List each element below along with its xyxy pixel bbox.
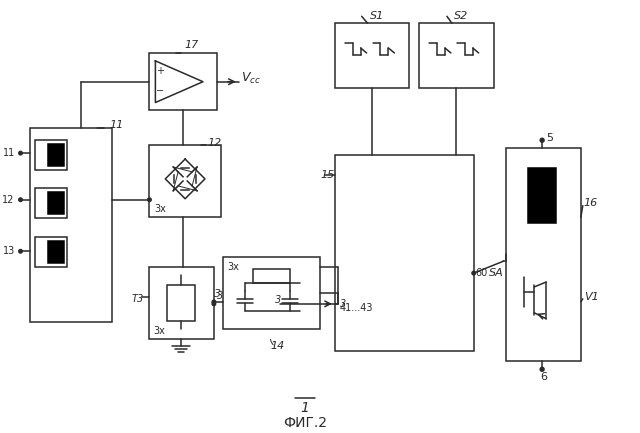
Text: 3: 3	[214, 289, 221, 299]
Circle shape	[540, 367, 544, 371]
Text: 41...43: 41...43	[340, 303, 373, 313]
Circle shape	[148, 198, 151, 201]
Text: S1: S1	[369, 11, 384, 21]
Text: 14: 14	[271, 342, 285, 352]
Bar	[335, 23, 409, 87]
Text: 11: 11	[3, 148, 15, 158]
Text: 3x: 3x	[228, 262, 239, 272]
Bar	[223, 257, 320, 329]
Text: 6: 6	[541, 372, 548, 382]
Text: 3: 3	[340, 299, 346, 309]
Bar	[335, 155, 474, 352]
Text: 5: 5	[546, 133, 553, 143]
Circle shape	[212, 302, 216, 306]
Bar	[35, 237, 67, 267]
Bar	[506, 148, 581, 362]
Bar	[149, 145, 221, 216]
Bar	[149, 53, 217, 110]
Circle shape	[212, 300, 216, 304]
Bar	[419, 23, 493, 87]
Bar	[149, 267, 214, 339]
Polygon shape	[156, 61, 203, 103]
Text: 12: 12	[3, 195, 15, 205]
Circle shape	[19, 151, 22, 155]
Text: +: +	[156, 66, 164, 76]
Text: 3x: 3x	[154, 326, 165, 336]
Bar	[48, 144, 64, 166]
Bar	[528, 168, 556, 223]
Text: 1: 1	[301, 401, 310, 415]
Text: V1: V1	[584, 292, 598, 302]
Text: 3: 3	[217, 291, 223, 301]
Text: SA: SA	[488, 268, 503, 278]
Bar	[167, 285, 195, 321]
Text: $V_{cc}$: $V_{cc}$	[241, 71, 260, 86]
Text: 17: 17	[184, 40, 198, 50]
Text: 15: 15	[320, 170, 334, 180]
Text: 60: 60	[476, 268, 488, 278]
Bar	[48, 192, 64, 213]
Text: 13: 13	[3, 246, 15, 256]
Circle shape	[472, 271, 476, 275]
Bar	[253, 269, 291, 283]
Text: 16: 16	[584, 198, 598, 208]
Text: 3x: 3x	[154, 204, 166, 213]
Bar	[35, 188, 67, 217]
Bar	[35, 140, 67, 170]
Text: 12: 12	[208, 138, 222, 148]
Bar	[48, 241, 64, 263]
Text: −: −	[156, 86, 164, 96]
Text: 3: 3	[275, 295, 282, 305]
Text: T3: T3	[132, 294, 144, 304]
Text: S2: S2	[454, 11, 468, 21]
Circle shape	[19, 198, 22, 201]
Text: ФИГ.2: ФИГ.2	[283, 416, 327, 430]
Circle shape	[540, 138, 544, 142]
Circle shape	[19, 249, 22, 253]
Text: 11: 11	[110, 120, 124, 130]
Bar	[31, 128, 112, 322]
